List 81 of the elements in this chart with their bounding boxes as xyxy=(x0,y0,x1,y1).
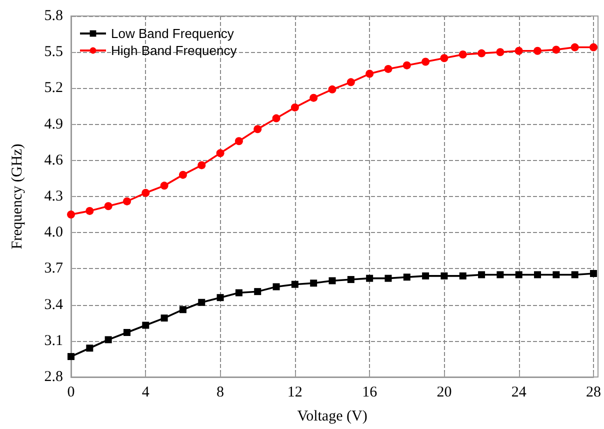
point xyxy=(178,170,187,179)
x-tick-label: 0 xyxy=(67,384,75,400)
point xyxy=(160,182,168,190)
point xyxy=(104,202,112,210)
point xyxy=(422,58,430,66)
point xyxy=(86,344,94,352)
x-tick-label: 4 xyxy=(142,384,150,400)
point xyxy=(514,46,523,55)
point xyxy=(384,274,392,282)
x-tick-label: 12 xyxy=(287,384,302,400)
point xyxy=(552,271,560,278)
point xyxy=(571,271,578,278)
x-tick-label: 28 xyxy=(586,384,601,400)
point xyxy=(422,272,430,280)
point xyxy=(590,270,597,278)
x-tick-label: 16 xyxy=(362,384,378,400)
point xyxy=(328,277,336,284)
x-tick-label: 8 xyxy=(216,384,224,400)
point xyxy=(67,210,75,219)
point xyxy=(122,197,131,206)
point xyxy=(366,70,374,78)
point xyxy=(534,271,542,278)
point xyxy=(496,48,504,56)
point xyxy=(496,271,504,278)
point xyxy=(290,103,299,112)
legend-label: Low Band Frequency xyxy=(111,26,234,41)
point xyxy=(86,206,94,215)
point xyxy=(402,61,411,70)
point xyxy=(272,114,280,122)
point xyxy=(291,280,298,288)
point xyxy=(440,54,448,62)
point xyxy=(310,94,318,102)
y-axis-title: Frequency (GHz) xyxy=(10,144,26,250)
y-tick-label: 2.8 xyxy=(44,369,63,385)
y-tick-label: 3.1 xyxy=(44,332,63,349)
point xyxy=(254,288,262,296)
x-tick-label: 24 xyxy=(511,384,527,400)
y-tick-label: 4.9 xyxy=(44,116,63,132)
point xyxy=(142,188,150,197)
y-tick-label: 3.7 xyxy=(44,260,64,277)
point xyxy=(310,280,318,287)
y-tick-label: 5.5 xyxy=(44,44,63,60)
y-tick-label: 4.6 xyxy=(44,152,64,168)
point xyxy=(440,272,448,280)
point xyxy=(68,353,74,360)
point xyxy=(366,274,374,282)
point xyxy=(478,49,486,58)
x-axis-title: Voltage (V) xyxy=(297,408,368,424)
point xyxy=(590,43,598,52)
point xyxy=(254,125,262,134)
point xyxy=(570,43,579,52)
point xyxy=(216,149,224,158)
point xyxy=(459,272,466,280)
point xyxy=(534,46,542,55)
point xyxy=(142,322,150,329)
point xyxy=(235,289,242,296)
y-tick-label: 5.8 xyxy=(44,8,63,24)
point xyxy=(272,283,280,290)
point xyxy=(384,64,392,73)
y-tick-label: 4.3 xyxy=(44,188,63,204)
point xyxy=(478,271,486,278)
point xyxy=(347,276,354,284)
y-tick-label: 5.2 xyxy=(44,80,63,96)
point xyxy=(346,78,355,86)
y-tick-label: 4.0 xyxy=(44,224,63,241)
point xyxy=(328,85,336,94)
point xyxy=(104,336,112,344)
point xyxy=(198,161,206,170)
y-tick-label: 3.4 xyxy=(44,296,64,313)
point xyxy=(198,298,206,306)
point xyxy=(458,50,467,59)
point xyxy=(403,274,410,281)
point xyxy=(123,328,130,336)
x-tick-label: 20 xyxy=(436,384,452,400)
point xyxy=(216,294,224,302)
legend-label: High Band Frequency xyxy=(111,43,238,58)
point xyxy=(234,137,243,146)
point xyxy=(552,46,560,54)
point xyxy=(515,271,522,278)
point xyxy=(160,314,168,322)
point xyxy=(179,306,186,314)
